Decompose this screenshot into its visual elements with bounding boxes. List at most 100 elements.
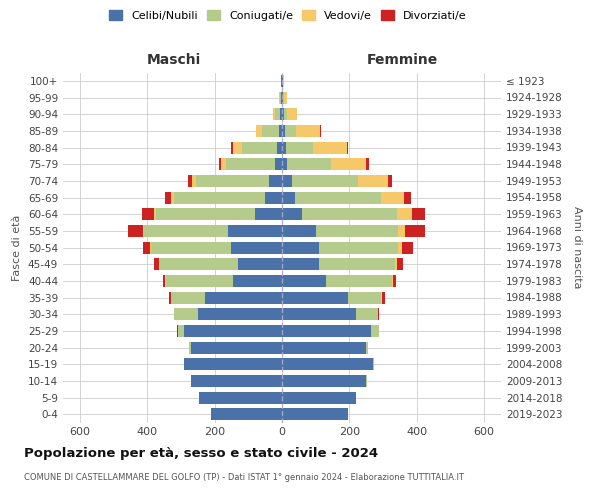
Bar xyxy=(278,125,282,137)
Bar xyxy=(281,92,282,104)
Bar xyxy=(398,242,401,254)
Bar xyxy=(282,275,326,287)
Bar xyxy=(284,108,287,120)
Bar xyxy=(171,292,205,304)
Bar xyxy=(356,308,378,320)
Bar xyxy=(388,175,392,187)
Bar xyxy=(287,158,331,170)
Bar xyxy=(295,192,381,203)
Bar xyxy=(199,392,282,404)
Bar xyxy=(238,258,282,270)
Bar xyxy=(296,125,320,137)
Bar xyxy=(282,258,319,270)
Bar xyxy=(382,292,385,304)
Bar xyxy=(255,208,282,220)
Bar xyxy=(282,142,286,154)
Bar xyxy=(262,125,278,137)
Bar xyxy=(282,392,356,404)
Bar xyxy=(397,208,412,220)
Bar xyxy=(282,325,371,337)
Bar xyxy=(144,225,228,237)
Bar xyxy=(282,358,373,370)
Bar xyxy=(169,292,171,304)
Bar xyxy=(142,208,154,220)
Bar xyxy=(190,342,191,353)
Bar xyxy=(166,275,233,287)
Bar xyxy=(191,375,282,387)
Bar xyxy=(150,242,151,254)
Bar xyxy=(302,208,397,220)
Bar xyxy=(398,225,405,237)
Bar xyxy=(283,75,284,87)
Text: COMUNE DI CASTELLAMMARE DEL GOLFO (TP) - Dati ISTAT 1° gennaio 2024 - Elaborazio: COMUNE DI CASTELLAMMARE DEL GOLFO (TP) -… xyxy=(24,472,464,482)
Bar xyxy=(198,308,282,320)
Bar xyxy=(319,242,398,254)
Bar xyxy=(280,92,281,104)
Bar xyxy=(154,208,155,220)
Bar xyxy=(401,242,413,254)
Bar xyxy=(392,275,396,287)
Bar xyxy=(191,342,282,353)
Bar xyxy=(280,108,282,120)
Bar xyxy=(313,142,347,154)
Bar xyxy=(205,292,282,304)
Bar xyxy=(282,108,284,120)
Bar xyxy=(277,142,282,154)
Bar xyxy=(282,225,316,237)
Bar xyxy=(366,342,368,353)
Bar xyxy=(282,375,366,387)
Bar xyxy=(163,275,166,287)
Bar xyxy=(381,192,404,203)
Bar xyxy=(278,92,280,104)
Bar xyxy=(287,108,297,120)
Bar xyxy=(174,192,265,203)
Bar xyxy=(282,125,284,137)
Bar xyxy=(331,158,366,170)
Bar xyxy=(282,75,283,87)
Bar xyxy=(286,142,313,154)
Bar xyxy=(192,175,196,187)
Bar xyxy=(405,225,425,237)
Bar xyxy=(275,158,282,170)
Bar xyxy=(320,125,321,137)
Legend: Celibi/Nubili, Coniugati/e, Vedovi/e, Divorziati/e: Celibi/Nubili, Coniugati/e, Vedovi/e, Di… xyxy=(105,6,471,25)
Bar xyxy=(172,192,174,203)
Bar xyxy=(292,175,358,187)
Bar xyxy=(371,325,379,337)
Y-axis label: Fasce di età: Fasce di età xyxy=(13,214,22,280)
Bar xyxy=(275,108,280,120)
Bar xyxy=(412,208,425,220)
Bar xyxy=(143,225,144,237)
Bar xyxy=(269,175,282,187)
Bar xyxy=(282,408,348,420)
Bar xyxy=(282,292,348,304)
Bar xyxy=(282,208,302,220)
Bar xyxy=(188,175,192,187)
Bar xyxy=(232,242,282,254)
Bar xyxy=(282,242,319,254)
Bar xyxy=(173,308,174,320)
Bar xyxy=(174,308,198,320)
Bar xyxy=(184,358,282,370)
Bar xyxy=(347,142,349,154)
Bar xyxy=(326,275,392,287)
Bar xyxy=(373,358,374,370)
Bar xyxy=(128,225,143,237)
Text: Femmine: Femmine xyxy=(367,54,437,68)
Bar xyxy=(282,308,356,320)
Text: Maschi: Maschi xyxy=(147,54,201,68)
Bar xyxy=(282,175,292,187)
Bar xyxy=(154,258,158,270)
Bar xyxy=(196,175,269,187)
Y-axis label: Anni di nascita: Anni di nascita xyxy=(572,206,582,288)
Bar xyxy=(166,192,172,203)
Bar xyxy=(358,175,388,187)
Bar xyxy=(282,342,366,353)
Bar xyxy=(316,225,398,237)
Bar xyxy=(151,242,232,254)
Bar xyxy=(221,158,226,170)
Bar xyxy=(395,258,397,270)
Bar xyxy=(265,192,282,203)
Bar xyxy=(242,142,277,154)
Bar xyxy=(232,142,233,154)
